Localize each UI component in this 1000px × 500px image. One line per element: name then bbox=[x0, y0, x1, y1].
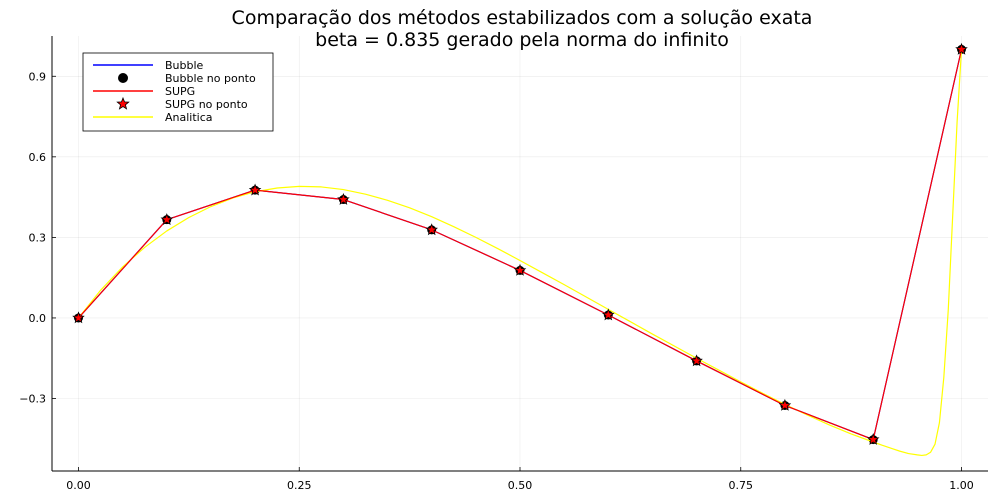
x-tick-label: 0.25 bbox=[287, 479, 312, 492]
chart-subtitle: beta = 0.835 gerado pela norma do infini… bbox=[315, 29, 729, 51]
series-analitica-curve bbox=[78, 49, 963, 457]
x-tick-label: 0.75 bbox=[729, 479, 754, 492]
legend-label: Analitica bbox=[165, 111, 213, 124]
x-tick-label: 1.00 bbox=[949, 479, 974, 492]
legend-label: Bubble no ponto bbox=[165, 72, 256, 85]
grid bbox=[52, 36, 988, 471]
legend-box bbox=[82, 52, 274, 132]
legend-label: SUPG bbox=[165, 85, 195, 98]
y-tick-label: 0.6 bbox=[29, 151, 47, 164]
series-layer bbox=[72, 42, 968, 457]
supg-point bbox=[955, 42, 968, 55]
supg-point bbox=[337, 192, 350, 205]
legend-label: Bubble bbox=[165, 59, 204, 72]
x-tick-label: 0.00 bbox=[66, 479, 91, 492]
supg-point bbox=[866, 432, 880, 445]
supg-point bbox=[602, 308, 615, 321]
supg-point bbox=[778, 398, 792, 411]
supg-point bbox=[160, 213, 174, 225]
axes: 0.00 0.25 0.50 0.75 1.00 −0.3 0.0 0.3 0.6 0.9 bbox=[19, 36, 988, 492]
chart-title: Comparação dos métodos estabilizados com… bbox=[232, 7, 813, 29]
supg-point bbox=[690, 354, 703, 367]
legend-label: SUPG no ponto bbox=[165, 98, 248, 111]
y-tick-label: −0.3 bbox=[19, 393, 46, 406]
y-tick-label: 0.9 bbox=[29, 70, 47, 83]
supg-point bbox=[425, 223, 438, 236]
supg-point bbox=[513, 263, 527, 276]
y-tick-label: 0.3 bbox=[29, 231, 47, 244]
legend-swatch-circle bbox=[118, 73, 128, 83]
y-tick-label: 0.0 bbox=[29, 312, 47, 325]
supg-point bbox=[248, 183, 262, 196]
x-tick-label: 0.50 bbox=[508, 479, 533, 492]
supg-point bbox=[72, 311, 85, 324]
legend-swatch-star bbox=[116, 96, 130, 110]
